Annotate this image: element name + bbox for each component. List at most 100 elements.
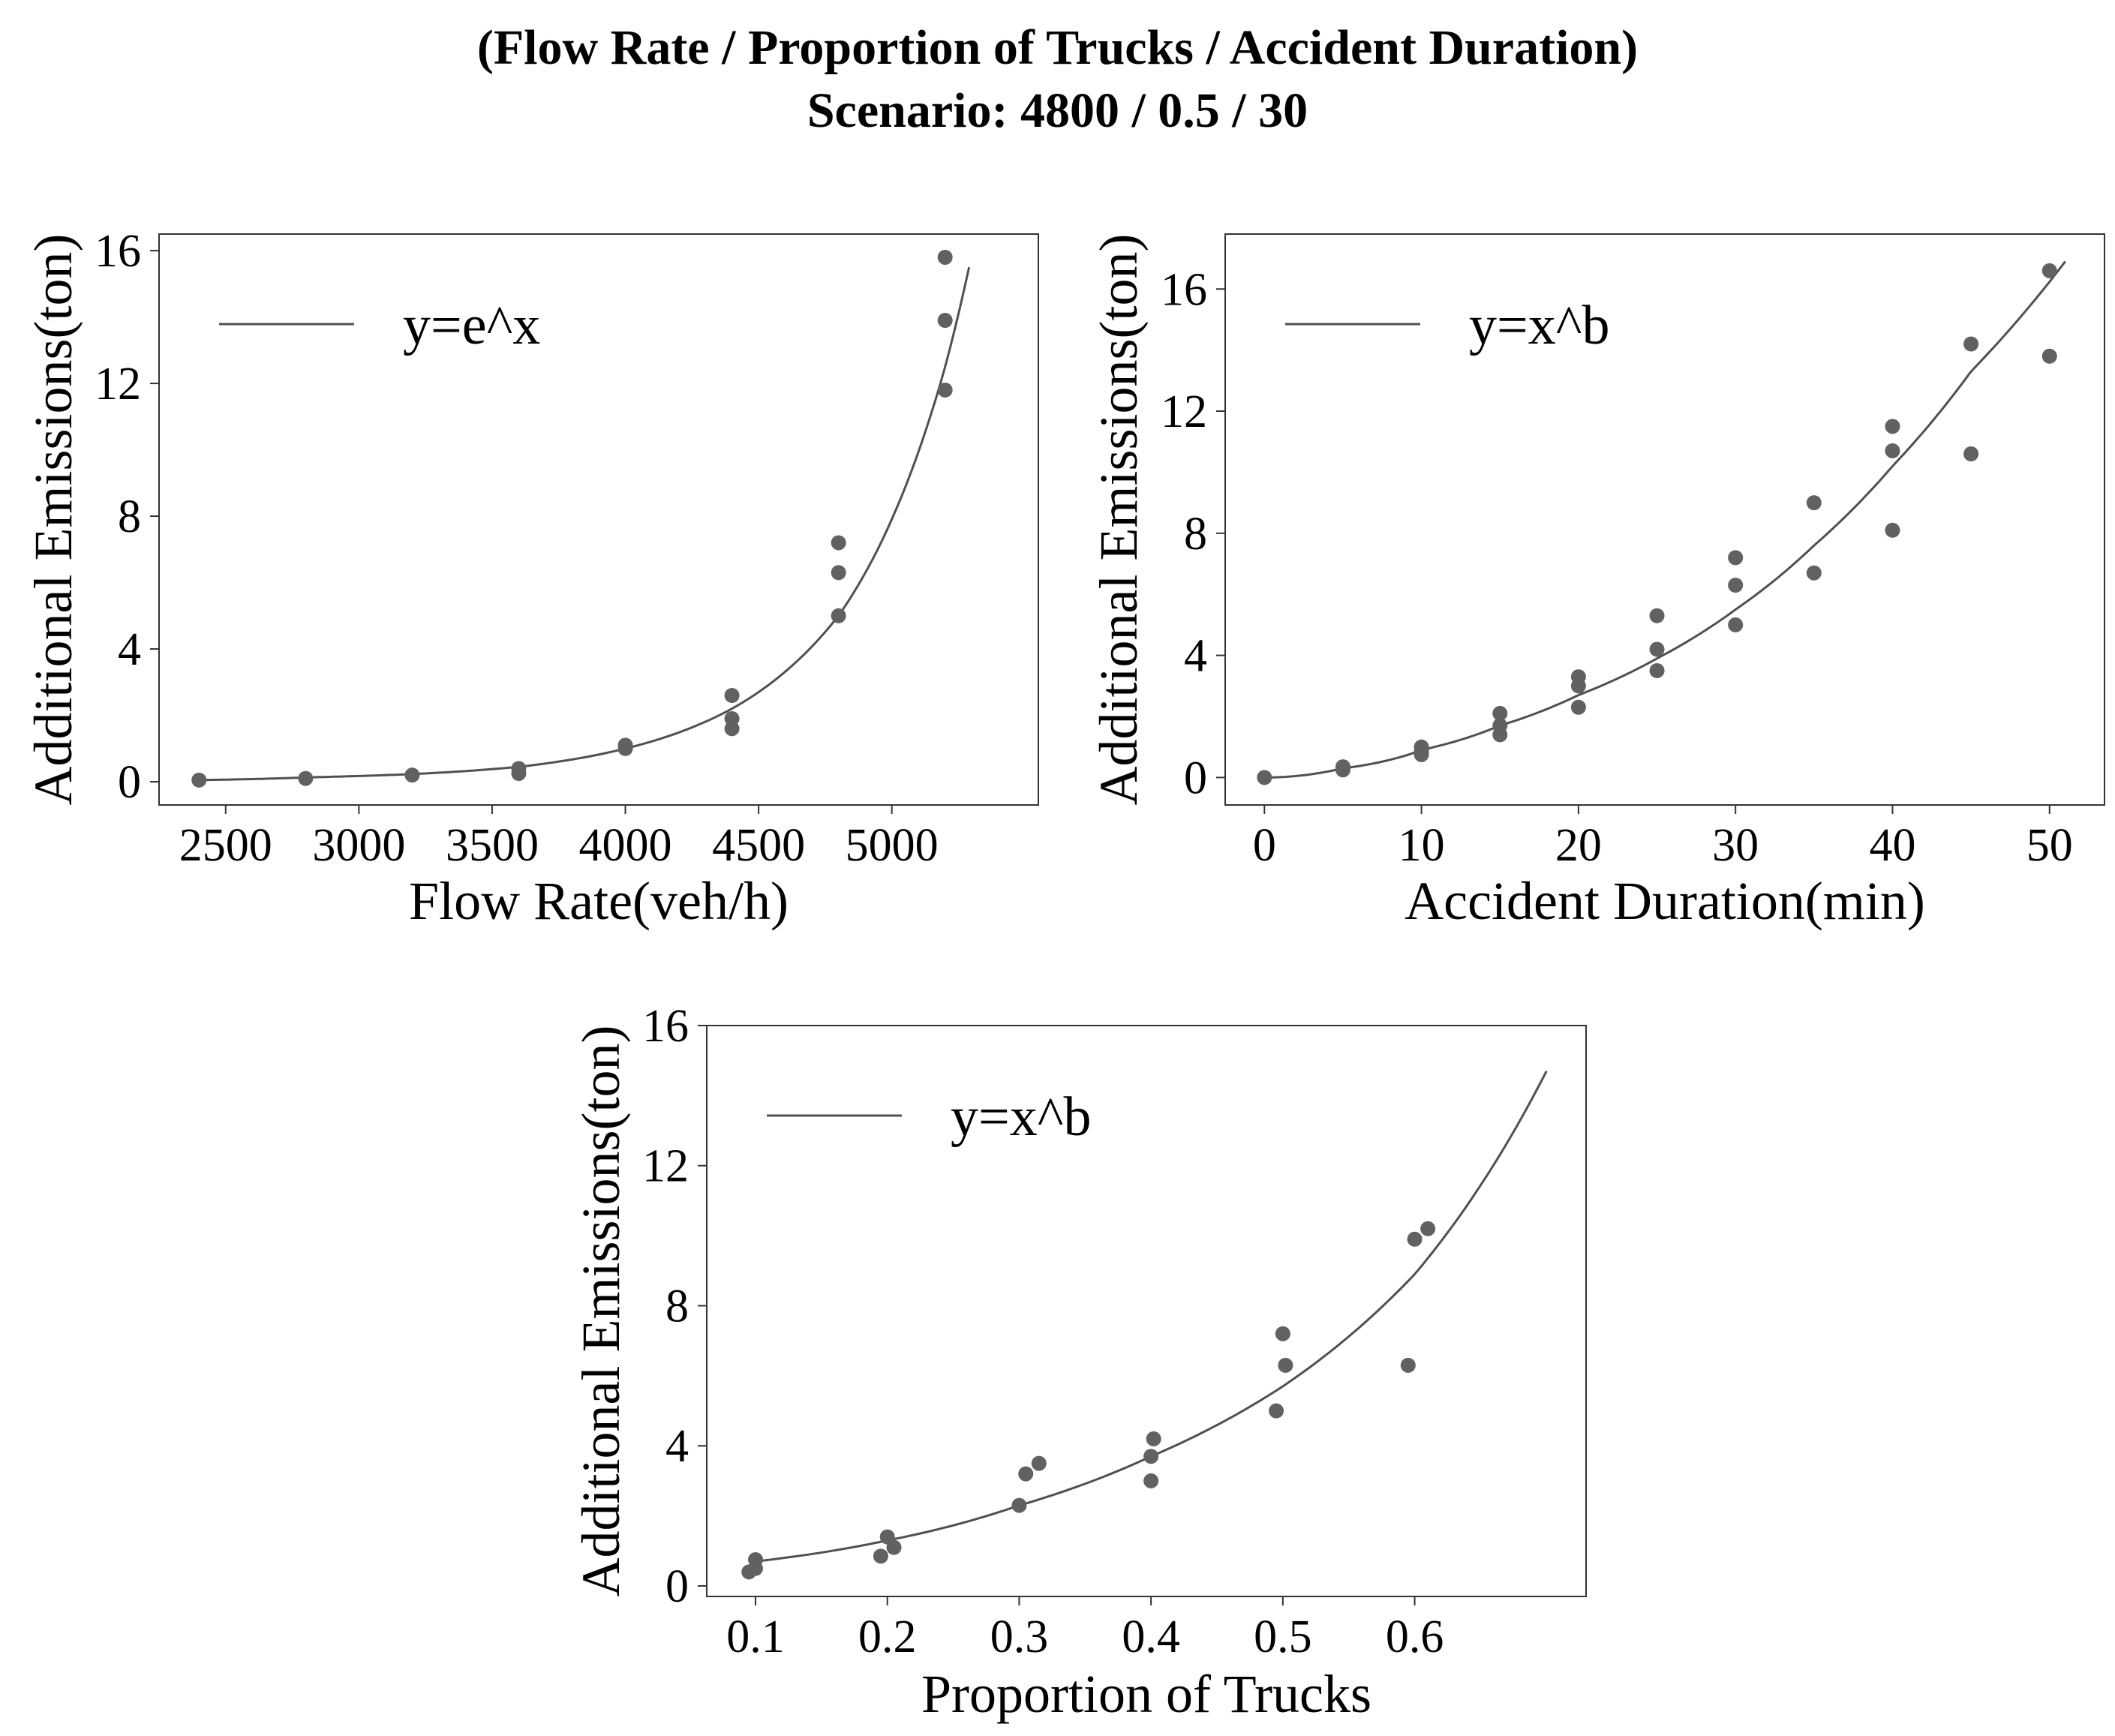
y-tick-label: 16: [642, 1001, 689, 1052]
y-axis-label: Additional Emissions(ton): [571, 1026, 631, 1597]
data-point: [1146, 1431, 1161, 1446]
x-tick-label: 3500: [446, 820, 539, 871]
data-point: [1728, 577, 1744, 593]
data-point: [2041, 263, 2057, 278]
data-point: [1143, 1449, 1159, 1464]
data-point: [1728, 550, 1744, 566]
data-point: [1885, 443, 1900, 458]
data-point: [1492, 705, 1508, 721]
data-point: [1728, 617, 1744, 632]
x-axis-label: Proportion of Trucks: [921, 1664, 1371, 1724]
data-point: [1011, 1497, 1027, 1513]
data-point: [1885, 522, 1900, 538]
y-tick-label: 0: [118, 757, 141, 808]
chart-3: 0.1 0.2 0.3 0.4 0.5 0.6 0 4 8 12 16 Proportion of T…: [571, 1001, 1587, 1724]
data-point: [511, 761, 527, 776]
y-tick-label: 16: [1161, 264, 1207, 315]
y-tick-label: 12: [642, 1141, 689, 1192]
data-point: [831, 608, 846, 623]
data-point: [1963, 336, 1979, 352]
data-point: [1885, 419, 1900, 434]
data-point: [937, 249, 953, 265]
chart-1: 2500 3000 3500 4000 4500 5000 0 4 8 12 16 Flow Rate…: [23, 226, 1039, 931]
data-point: [1420, 1221, 1436, 1236]
figure-title-line1: (Flow Rate / Proportion of Trucks / Acci…: [476, 20, 1639, 75]
data-point: [937, 313, 953, 329]
data-point: [724, 710, 740, 726]
data-point: [724, 687, 740, 703]
data-point: [1492, 718, 1508, 734]
chart-2: 0 10 20 30 40 50 0 4 8 12 16 Accident Duration(min)…: [1089, 233, 2105, 931]
figure-title-line2: Scenario: 4800 / 0.5 / 30: [807, 83, 1308, 138]
x-tick-label: 40: [1869, 820, 1915, 871]
y-tick-label: 8: [665, 1281, 689, 1332]
fit-curve: [199, 266, 971, 782]
data-point: [748, 1551, 764, 1567]
x-axis-label: Flow Rate(veh/h): [409, 871, 789, 931]
y-tick-label: 8: [118, 491, 141, 542]
x-tick-label: 0.1: [726, 1611, 785, 1662]
y-tick-label: 16: [95, 226, 141, 277]
data-point: [1018, 1466, 1034, 1482]
data-point: [1031, 1455, 1047, 1471]
data-point: [1414, 739, 1429, 755]
data-point: [1806, 495, 1822, 511]
data-point: [2041, 348, 2057, 364]
x-tick-label: 4500: [712, 820, 805, 871]
y-tick-label: 4: [118, 624, 141, 675]
data-point: [191, 772, 207, 788]
x-tick-label: 50: [2026, 820, 2073, 871]
x-tick-label: 10: [1398, 820, 1445, 871]
x-tick-label: 4000: [579, 820, 672, 871]
plot-frame: [1224, 233, 2105, 806]
y-tick-label: 8: [1184, 509, 1207, 560]
legend-label: y=x^b: [1469, 295, 1609, 356]
x-tick-label: 0.2: [858, 1611, 917, 1662]
data-point: [617, 737, 633, 753]
data-point: [298, 770, 314, 786]
x-tick-label: 0.4: [1122, 1611, 1180, 1662]
data-point: [831, 565, 846, 581]
data-point: [1570, 669, 1586, 685]
data-point: [873, 1548, 888, 1564]
y-tick-label: 0: [665, 1561, 689, 1612]
data-point: [1143, 1473, 1159, 1488]
data-point: [404, 767, 420, 783]
data-point: [1649, 641, 1665, 657]
figure-title: (Flow Rate / Proportion of Trucks / Acci…: [0, 17, 2115, 143]
y-axis-label: Additional Emissions(ton): [23, 234, 83, 806]
plot-frame: [158, 233, 1039, 806]
x-tick-label: 20: [1555, 820, 1602, 871]
x-tick-label: 0: [1253, 820, 1276, 871]
legend-label: y=e^x: [403, 295, 540, 356]
y-axis-label: Additional Emissions(ton): [1089, 234, 1149, 806]
data-point: [1963, 446, 1979, 462]
fit-curve: [1264, 260, 2066, 779]
plot-frame: [706, 1025, 1587, 1597]
x-tick-label: 3000: [312, 820, 405, 871]
y-tick-label: 12: [1161, 386, 1207, 437]
x-tick-label: 2500: [179, 820, 272, 871]
x-axis-label: Accident Duration(min): [1404, 871, 1925, 931]
x-tick-label: 5000: [846, 820, 939, 871]
x-tick-label: 30: [1712, 820, 1759, 871]
data-point: [1275, 1326, 1290, 1341]
legend-label: y=x^b: [951, 1086, 1091, 1148]
x-tick-label: 0.5: [1254, 1611, 1312, 1662]
data-point: [1649, 662, 1665, 678]
data-point: [1278, 1357, 1293, 1373]
x-tick-label: 0.6: [1386, 1611, 1444, 1662]
data-point: [1806, 565, 1822, 581]
y-tick-label: 4: [1184, 631, 1207, 682]
data-point: [1400, 1357, 1416, 1373]
data-point: [1257, 770, 1272, 785]
data-point: [1570, 699, 1586, 715]
data-point: [831, 535, 846, 551]
data-point: [937, 382, 953, 398]
data-point: [1407, 1231, 1423, 1247]
y-tick-label: 4: [665, 1421, 689, 1472]
y-tick-label: 12: [95, 359, 141, 410]
y-tick-label: 0: [1184, 752, 1207, 803]
data-point: [886, 1539, 902, 1555]
